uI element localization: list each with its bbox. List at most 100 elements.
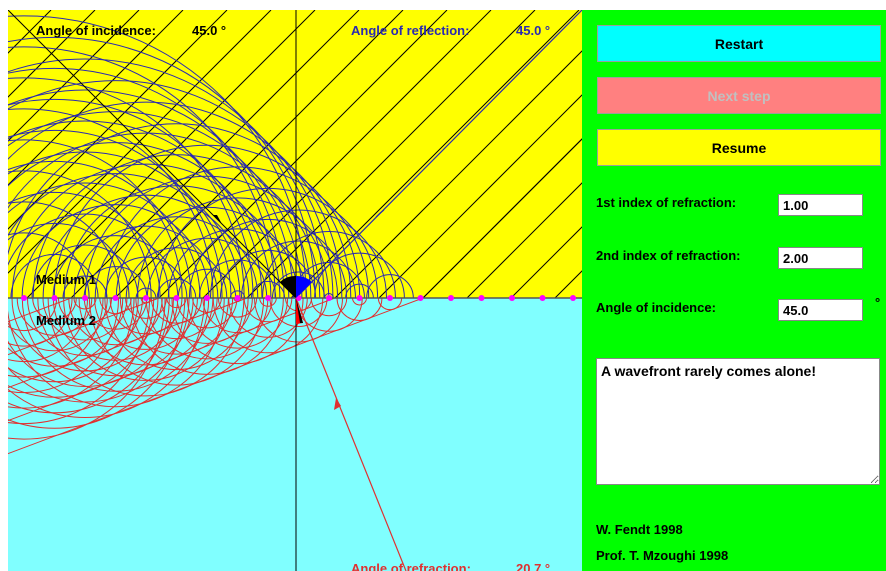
- wavelet-circle: [8, 111, 303, 298]
- resume-button[interactable]: Resume: [597, 129, 881, 166]
- angle-reflection-marker: [296, 275, 312, 298]
- wavelet-circle: [377, 298, 403, 311]
- source-dot: [234, 295, 241, 301]
- incident-wavefront: [334, 50, 582, 299]
- wavelet-circle: [8, 298, 124, 367]
- incident-wavefront: [8, 10, 184, 186]
- source-dot: [387, 295, 393, 301]
- wavelet-circle: [84, 175, 330, 298]
- wavelet-circle: [8, 201, 121, 298]
- wavelet-circle: [11, 163, 281, 298]
- medium-1-label: Medium 1: [36, 272, 96, 287]
- wavelet-circle: [8, 232, 90, 298]
- wavelet-circle: [21, 204, 210, 298]
- rays: [8, 10, 582, 571]
- incident-wavefront: [378, 94, 582, 299]
- reflected-wavelets: [8, 15, 414, 298]
- angle-incidence-label: Angle of incidence:: [36, 23, 156, 38]
- incident-wavefront: [246, 10, 536, 299]
- message-textarea[interactable]: A wavefront rarely comes alone!: [596, 358, 880, 485]
- index2-input[interactable]: [778, 247, 863, 269]
- incident-wavefronts: [8, 10, 582, 299]
- wavelet-circle: [146, 237, 268, 298]
- wavelet-circle: [202, 298, 273, 334]
- angle-reflection-value: 45.0 °: [516, 23, 550, 38]
- source-dot: [112, 295, 119, 301]
- incident-wavefront: [8, 10, 96, 98]
- wavelet-circle: [8, 15, 307, 298]
- wavelet-circle: [53, 144, 361, 298]
- incident-wavefront: [8, 10, 272, 274]
- wavelet-circle: [8, 191, 161, 298]
- source-dot: [265, 295, 271, 301]
- wavelet-circle: [8, 58, 325, 298]
- wavelet-circle: [8, 298, 151, 425]
- source-dot: [326, 295, 332, 301]
- index1-input[interactable]: [778, 194, 863, 216]
- wavelet-circle: [104, 298, 249, 371]
- wavelet-circle: [243, 298, 293, 323]
- wavelet-circle: [47, 298, 245, 397]
- wavelet-circle: [78, 298, 214, 366]
- next-step-button[interactable]: Next step: [597, 77, 881, 114]
- angle-incidence-marker: [280, 275, 296, 298]
- wavelet-circle: [37, 298, 194, 377]
- wavelet-circle: [94, 216, 259, 298]
- wavelet-circle: [352, 298, 367, 306]
- angle-reflection-label: Angle of reflection:: [351, 23, 469, 38]
- index1-label: 1st index of refraction:: [596, 195, 737, 210]
- wavelet-circle: [105, 166, 370, 298]
- wavelet-circle: [171, 298, 304, 365]
- wavelet-circle: [314, 252, 405, 298]
- wavelet-circle: [31, 244, 139, 298]
- angle-input[interactable]: [778, 299, 863, 321]
- wavelet-circle: [8, 77, 245, 298]
- wavelet-circle: [8, 298, 108, 352]
- angle-markers: [280, 275, 312, 324]
- angle-refraction-value: 20.7 °: [516, 561, 550, 571]
- wavelet-circle: [8, 123, 352, 298]
- credit-line-1: W. Fendt 1998: [596, 522, 683, 537]
- wavelet-circle: [8, 160, 192, 298]
- wavelet-circle: [88, 298, 265, 386]
- wavelet-circle: [68, 298, 163, 346]
- source-dot: [204, 295, 210, 301]
- wavelet-circle: [136, 197, 339, 298]
- wavelet-circle: [32, 154, 321, 298]
- wavelet-circle: [8, 68, 285, 298]
- wavelet-circle: [63, 185, 290, 298]
- wavelet-circle: [8, 213, 170, 298]
- wavelet-circle: [8, 173, 241, 298]
- wavelet-circle: [228, 298, 308, 338]
- wavelet-circle: [8, 298, 170, 414]
- wavelet-circle: [8, 298, 225, 408]
- wavelet-circle: [8, 46, 276, 298]
- reflected-wavefront: [422, 138, 582, 299]
- wavelet-circle: [8, 298, 104, 378]
- refracted-wavefront: [8, 298, 248, 389]
- wavelet-circle: [157, 187, 379, 298]
- incident-wavefront: [8, 10, 140, 142]
- wavelet-circle: [8, 37, 316, 298]
- wavelet-circle: [186, 298, 289, 349]
- wavelet-circle: [8, 298, 58, 332]
- wavelet-circle: [8, 298, 186, 429]
- index2-label: 2nd index of refraction:: [596, 248, 741, 263]
- simulation-canvas[interactable]: Angle of incidence: 45.0 ° Angle of refl…: [8, 10, 582, 571]
- source-dot: [173, 295, 180, 301]
- wavelet-circle: [8, 182, 201, 298]
- control-panel: Restart Next step Resume 1st index of re…: [582, 10, 886, 571]
- wavelet-circle: [8, 129, 223, 298]
- restart-button[interactable]: Restart: [597, 25, 881, 62]
- wavelet-circle: [125, 247, 228, 298]
- wavelet-circle: [8, 98, 254, 298]
- wavelet-circle: [52, 235, 179, 298]
- reflected-ray-arrow: [375, 209, 385, 218]
- wavelet-circle: [16, 298, 93, 336]
- medium-2-label: Medium 2: [36, 313, 96, 328]
- wavelet-circle: [212, 298, 324, 354]
- wavelet-circle: [219, 249, 317, 298]
- wavelet-circle: [83, 266, 148, 298]
- angle-refraction-label: Angle of refraction:: [351, 561, 471, 571]
- wavelet-circle: [99, 298, 132, 315]
